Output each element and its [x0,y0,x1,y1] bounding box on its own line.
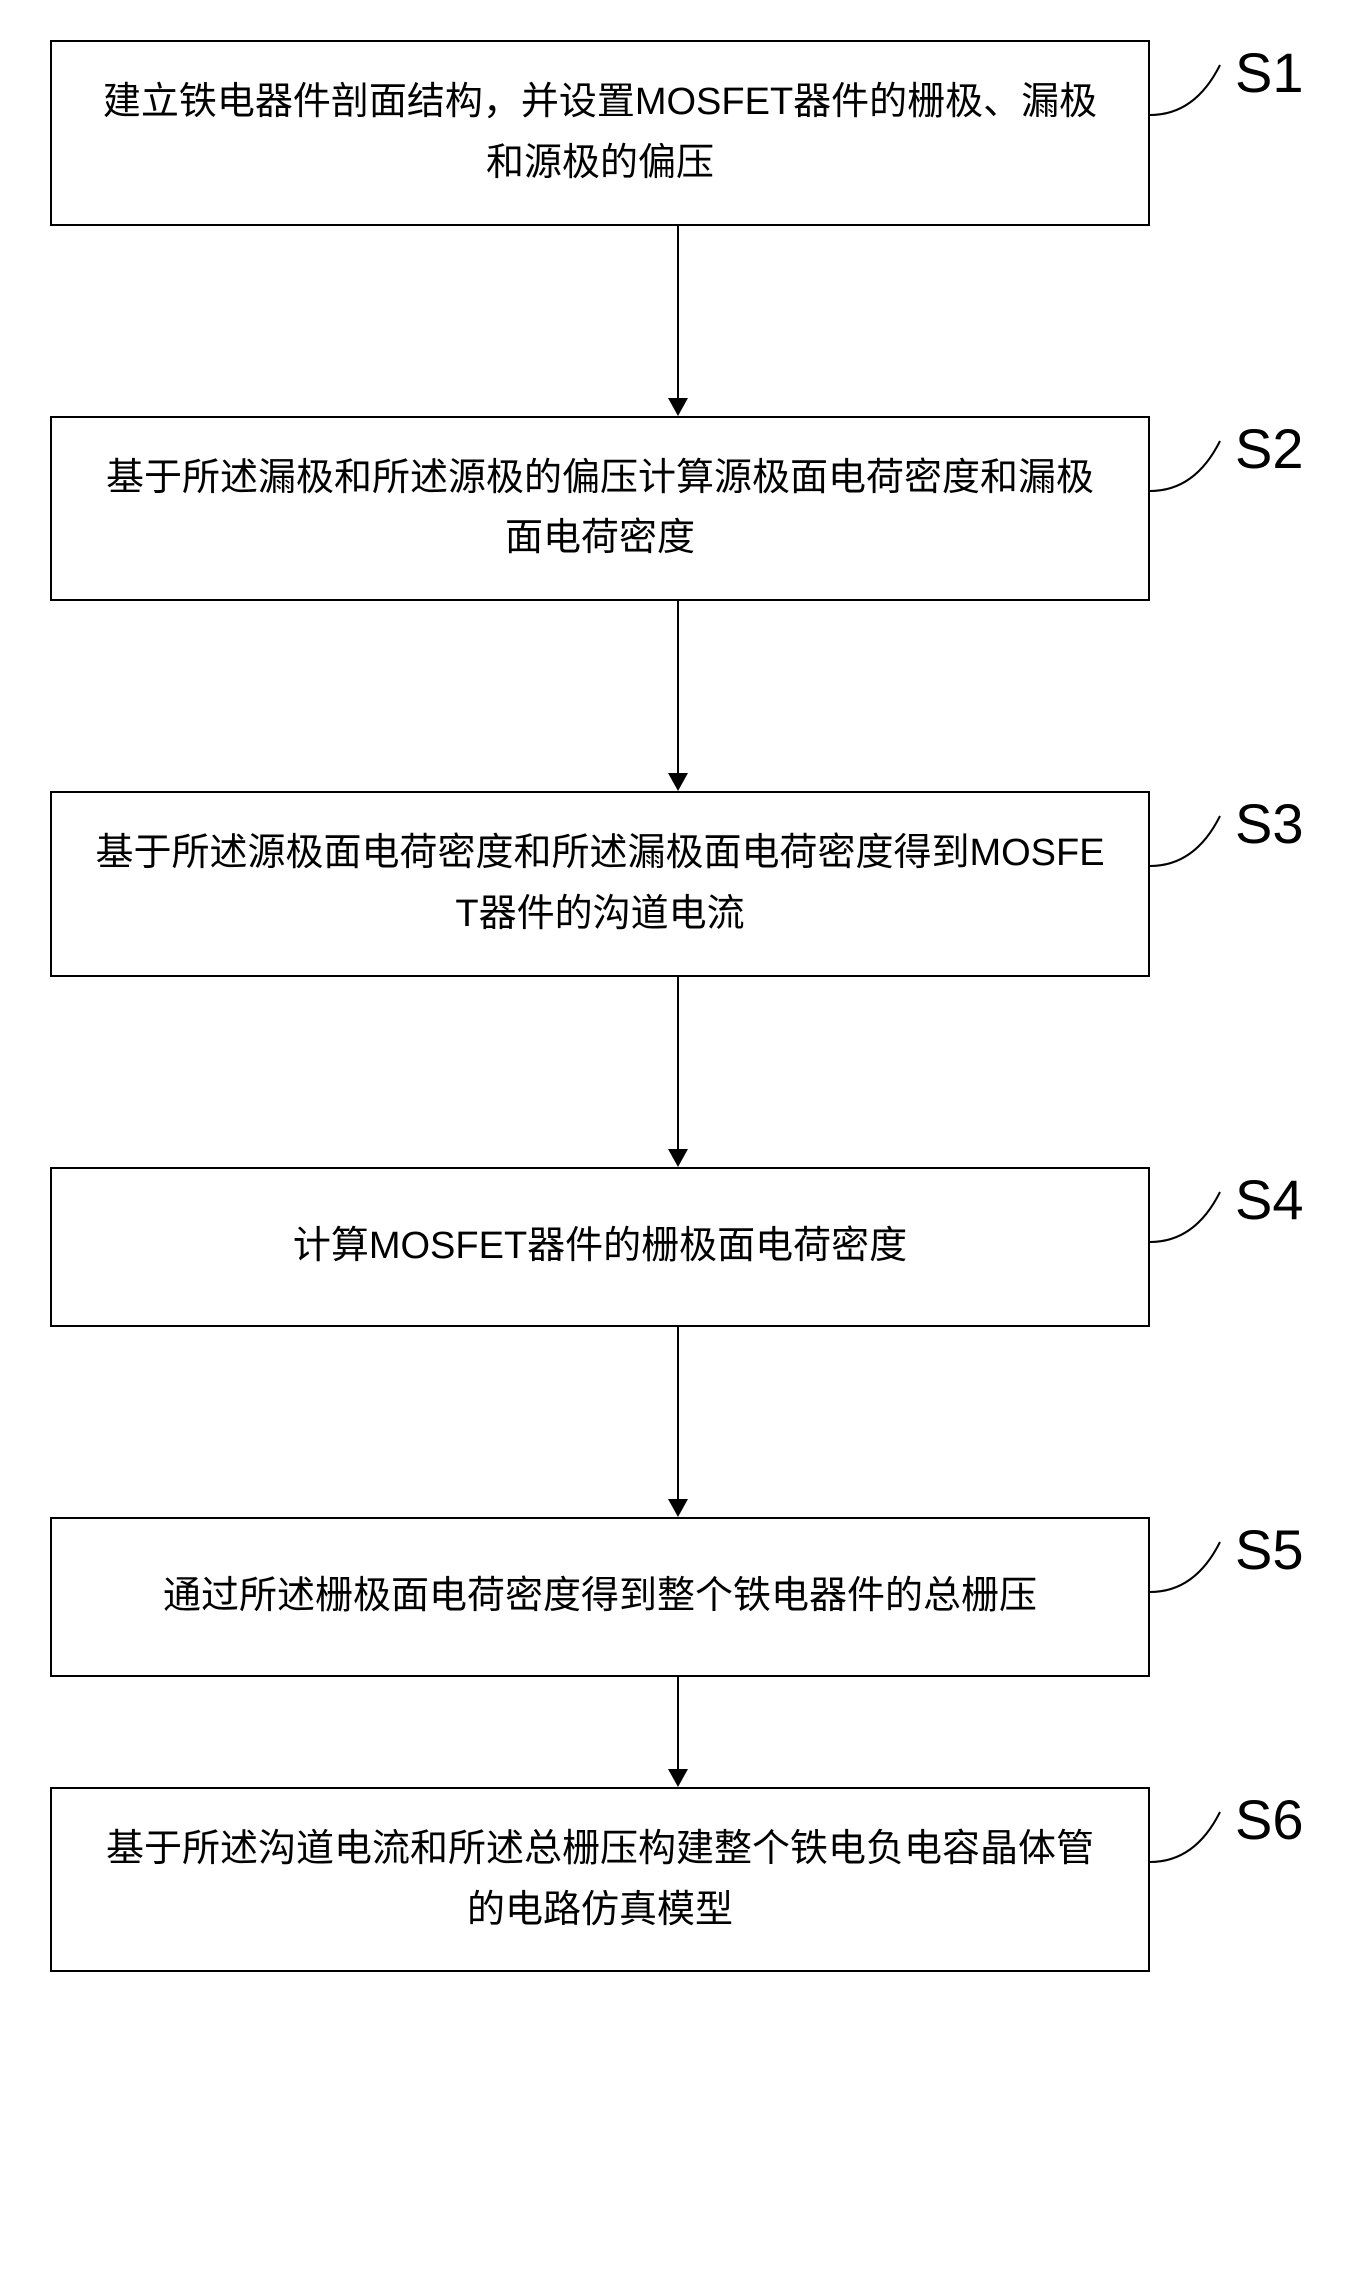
step-label-s1: S1 [1235,40,1304,105]
connector-curve [1150,811,1240,871]
flow-box-text: 基于所述漏极和所述源极的偏压计算源极面电荷密度和漏极面电荷密度 [92,448,1108,570]
step-label-s2: S2 [1235,416,1304,481]
flowchart-container: 建立铁电器件剖面结构，并设置MOSFET器件的栅极、漏极和源极的偏压 S1 基于… [20,40,1335,1972]
arrow-container [20,977,1335,1167]
step-row: 通过所述栅极面电荷密度得到整个铁电器件的总栅压 S5 [20,1517,1335,1677]
connector-curve [1150,1537,1240,1597]
flow-box-text: 通过所述栅极面电荷密度得到整个铁电器件的总栅压 [163,1566,1037,1627]
step-label-s4: S4 [1235,1167,1304,1232]
step-row: 基于所述漏极和所述源极的偏压计算源极面电荷密度和漏极面电荷密度 S2 [20,416,1335,602]
step-row: 建立铁电器件剖面结构，并设置MOSFET器件的栅极、漏极和源极的偏压 S1 [20,40,1335,226]
flow-box-s5: 通过所述栅极面电荷密度得到整个铁电器件的总栅压 [50,1517,1150,1677]
flow-box-s4: 计算MOSFET器件的栅极面电荷密度 [50,1167,1150,1327]
arrow-down-icon [658,226,698,416]
flow-box-s2: 基于所述漏极和所述源极的偏压计算源极面电荷密度和漏极面电荷密度 [50,416,1150,602]
arrow-down-icon [658,977,698,1167]
label-area: S5 [1150,1517,1330,1677]
flow-box-s6: 基于所述沟道电流和所述总栅压构建整个铁电负电容晶体管的电路仿真模型 [50,1787,1150,1973]
arrow-container [20,1677,1335,1787]
label-area: S2 [1150,416,1330,576]
label-area: S1 [1150,40,1330,200]
label-area: S4 [1150,1167,1330,1327]
connector-curve [1150,60,1240,120]
flow-box-text: 计算MOSFET器件的栅极面电荷密度 [293,1216,907,1277]
label-area: S3 [1150,791,1330,951]
connector-curve [1150,1807,1240,1867]
connector-curve [1150,436,1240,496]
flow-box-text: 建立铁电器件剖面结构，并设置MOSFET器件的栅极、漏极和源极的偏压 [92,72,1108,194]
step-row: 基于所述沟道电流和所述总栅压构建整个铁电负电容晶体管的电路仿真模型 S6 [20,1787,1335,1973]
arrow-container [20,226,1335,416]
flow-box-s1: 建立铁电器件剖面结构，并设置MOSFET器件的栅极、漏极和源极的偏压 [50,40,1150,226]
arrow-container [20,1327,1335,1517]
step-row: 基于所述源极面电荷密度和所述漏极面电荷密度得到MOSFET器件的沟道电流 S3 [20,791,1335,977]
arrow-down-icon [658,1327,698,1517]
flow-box-text: 基于所述源极面电荷密度和所述漏极面电荷密度得到MOSFET器件的沟道电流 [92,823,1108,945]
step-label-s3: S3 [1235,791,1304,856]
flow-box-text: 基于所述沟道电流和所述总栅压构建整个铁电负电容晶体管的电路仿真模型 [92,1819,1108,1941]
label-area: S6 [1150,1787,1330,1947]
arrow-down-icon [658,601,698,791]
step-row: 计算MOSFET器件的栅极面电荷密度 S4 [20,1167,1335,1327]
arrow-container [20,601,1335,791]
flow-box-s3: 基于所述源极面电荷密度和所述漏极面电荷密度得到MOSFET器件的沟道电流 [50,791,1150,977]
connector-curve [1150,1187,1240,1247]
step-label-s6: S6 [1235,1787,1304,1852]
arrow-down-icon [658,1677,698,1787]
step-label-s5: S5 [1235,1517,1304,1582]
